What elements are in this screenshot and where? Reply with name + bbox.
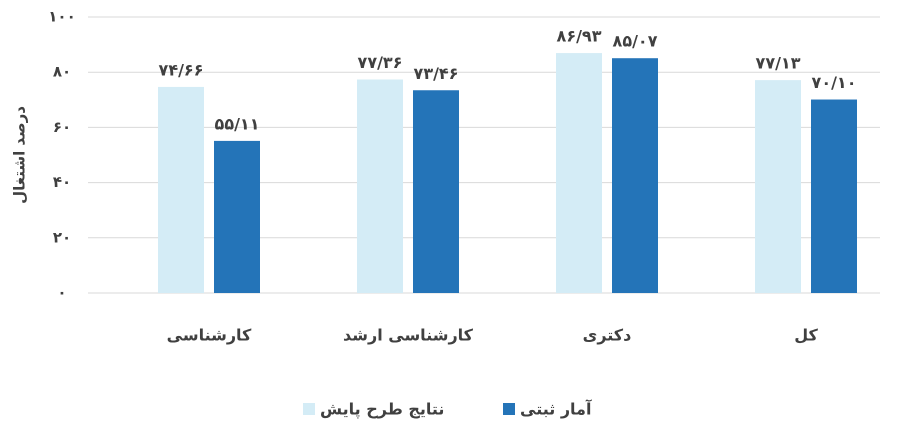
data-label: ۷۷/۳۶	[358, 53, 403, 72]
y-tick-label: ۸۰	[53, 63, 71, 81]
y-axis-title: درصد اشتغال	[11, 106, 29, 204]
legend-label: نتایج طرح پایش	[320, 400, 444, 420]
data-label: ۸۶/۹۳	[557, 27, 602, 46]
x-tick-label: کارشناسی	[167, 326, 252, 345]
bar	[556, 53, 602, 294]
bar	[811, 99, 857, 293]
legend-swatch	[303, 403, 315, 415]
data-label: ۷۳/۴۶	[414, 64, 459, 83]
y-tick-label: ۶۰	[53, 118, 71, 136]
legend-swatch	[503, 403, 515, 415]
y-tick-label: ۰	[57, 284, 66, 302]
data-label: ۵۵/۱۱	[215, 114, 260, 133]
y-tick-label: ۱۰۰	[48, 8, 75, 26]
bar	[413, 90, 459, 293]
bar	[357, 79, 403, 294]
y-tick-label: ۴۰	[53, 173, 71, 191]
data-label: ۷۷/۱۳	[756, 54, 801, 73]
data-label: ۸۵/۰۷	[613, 32, 658, 51]
bar	[755, 80, 801, 293]
x-tick-label: کل	[794, 326, 818, 345]
y-tick-label: ۲۰	[53, 228, 71, 246]
bar	[612, 58, 658, 293]
bar	[158, 86, 204, 293]
legend-label: آمار ثبتی	[520, 399, 592, 419]
bar	[214, 140, 260, 293]
x-tick-label: دکتری	[583, 326, 632, 345]
x-tick-label: کارشناسی ارشد	[343, 326, 474, 345]
data-label: ۷۴/۶۶	[159, 60, 204, 79]
data-label: ۷۰/۱۰	[812, 73, 857, 92]
